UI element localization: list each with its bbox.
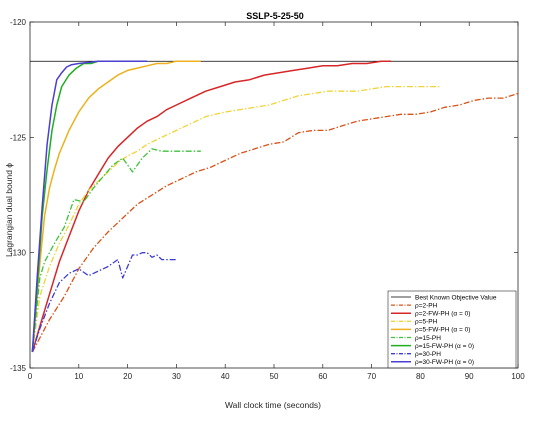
series-line	[31, 252, 177, 353]
series-line	[31, 60, 392, 353]
legend-label: Best Known Objective Value	[415, 294, 497, 301]
x-tick-label: 70	[367, 372, 376, 381]
x-tick-label: 100	[511, 372, 525, 381]
legend-label: ρ=5-FW-PH (α = 0)	[415, 327, 470, 334]
x-tick-label: 60	[318, 372, 327, 381]
x-tick-label: 80	[416, 372, 425, 381]
legend-label: ρ=5-PH	[415, 319, 438, 326]
series-line	[31, 85, 440, 352]
x-axis-label: Wall clock time (seconds)	[225, 400, 321, 410]
x-axis: 0 10 20 30 40 50 60 70 80 90 100	[28, 22, 525, 381]
x-tick-label: 50	[270, 372, 279, 381]
legend-label: ρ=15-FW-PH (α = 0)	[415, 343, 474, 350]
legend-label: ρ=15-PH	[415, 335, 441, 342]
x-tick-label: 40	[221, 372, 230, 381]
x-tick-label: 30	[172, 372, 181, 381]
series-line	[31, 92, 519, 353]
y-tick-label: -120	[10, 18, 27, 27]
x-tick-label: 0	[28, 372, 33, 381]
chart-title: SSLP-5-25-50	[246, 11, 304, 21]
series-line	[31, 60, 148, 352]
x-tick-label: 20	[123, 372, 132, 381]
y-tick-label: -125	[10, 133, 27, 142]
legend-label: ρ=2-PH	[415, 302, 438, 309]
series-group	[31, 60, 519, 353]
y-tick-label: -130	[10, 249, 27, 258]
y-axis-label: Lagrangian dual bound ϕ	[4, 163, 14, 257]
legend-label: ρ=30-PH	[415, 351, 441, 358]
y-tick-label: -135	[10, 364, 27, 373]
legend-label: ρ=30-FW-PH (α = 0)	[415, 359, 474, 366]
legend-label: ρ=2-FW-PH (α = 0)	[415, 311, 470, 318]
series-line	[31, 60, 201, 352]
series-line	[31, 148, 201, 352]
x-tick-label: 10	[74, 372, 83, 381]
x-tick-label: 90	[465, 372, 474, 381]
